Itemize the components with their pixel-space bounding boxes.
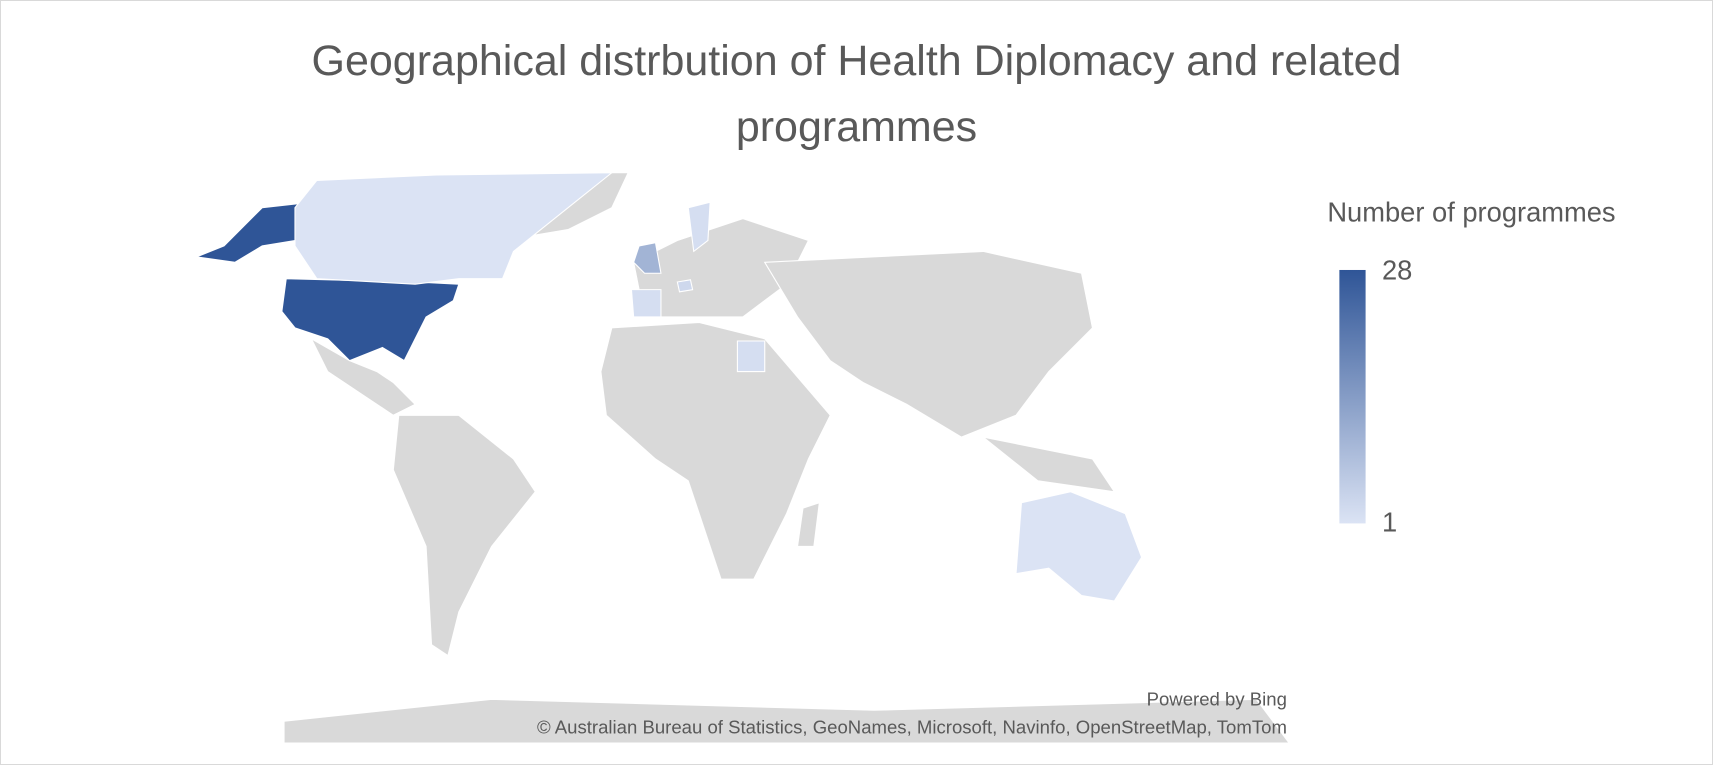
region bbox=[1015, 491, 1143, 602]
central-america bbox=[310, 337, 417, 416]
region bbox=[630, 289, 662, 318]
africa bbox=[600, 321, 831, 580]
legend-max: 28 bbox=[1382, 254, 1412, 285]
legend-labels: 28 1 bbox=[1382, 254, 1412, 537]
chart-title: Geographical distrbution of Health Diplo… bbox=[311, 37, 1402, 151]
color-bar bbox=[1339, 269, 1366, 524]
antarctica bbox=[283, 698, 1291, 744]
legend-min: 1 bbox=[1382, 507, 1397, 538]
credit: Powered by Bing bbox=[1147, 688, 1287, 709]
madagascar bbox=[796, 501, 821, 547]
land bbox=[283, 172, 1291, 744]
region bbox=[633, 242, 662, 274]
region bbox=[687, 201, 711, 253]
islands bbox=[982, 436, 1116, 493]
credit: © Australian Bureau of Statistics, GeoNa… bbox=[537, 717, 1287, 738]
region bbox=[676, 279, 694, 293]
region bbox=[194, 201, 460, 362]
asia bbox=[763, 250, 1094, 438]
region bbox=[294, 172, 614, 285]
south-america bbox=[392, 414, 536, 657]
legend-title: Number of programmes bbox=[1327, 196, 1615, 227]
region bbox=[736, 340, 766, 373]
regions bbox=[194, 172, 1143, 602]
